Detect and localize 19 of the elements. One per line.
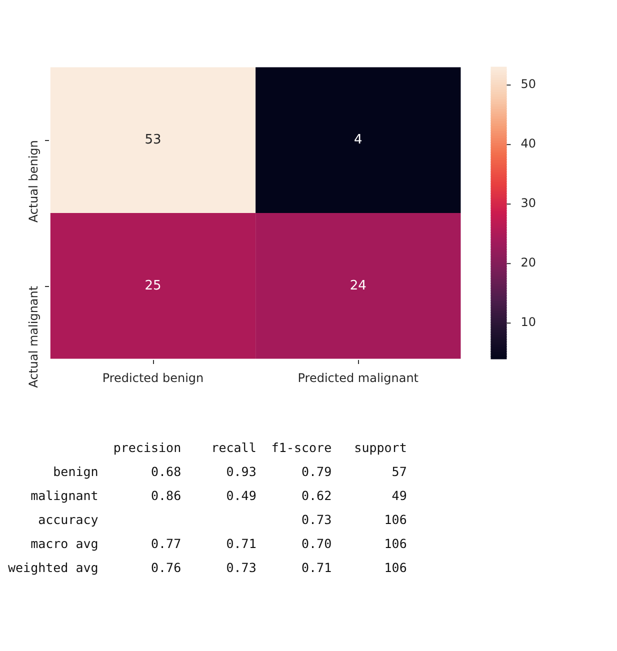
data-label: 25 bbox=[144, 278, 162, 294]
data-label: 24 bbox=[350, 278, 366, 294]
y-tick-label: Actual benign bbox=[26, 140, 41, 223]
color-bar-label: 10 bbox=[520, 315, 536, 330]
text: weighted avg 0.76 0.73 0.71 106 bbox=[8, 559, 408, 577]
data-label: 4 bbox=[354, 132, 362, 148]
color-bar-label: 30 bbox=[520, 196, 536, 210]
data-label: 53 bbox=[144, 132, 162, 148]
text: precision recall f1-score support bbox=[112, 439, 408, 457]
color-bar-label: 20 bbox=[520, 256, 536, 270]
text: macro avg 0.77 0.71 0.70 106 bbox=[30, 535, 408, 553]
text: accuracy 0.73 106 bbox=[37, 511, 408, 529]
x-tick-label: Predicted benign bbox=[102, 371, 204, 386]
color-bar-label: 40 bbox=[520, 136, 536, 151]
x-tick-label: Predicted malignant bbox=[298, 371, 419, 386]
text: benign 0.68 0.93 0.79 57 bbox=[52, 463, 408, 481]
color-bar-label: 50 bbox=[520, 77, 536, 92]
text: malignant 0.86 0.49 0.62 49 bbox=[30, 487, 408, 505]
y-tick-label: Actual malignant bbox=[26, 286, 41, 388]
